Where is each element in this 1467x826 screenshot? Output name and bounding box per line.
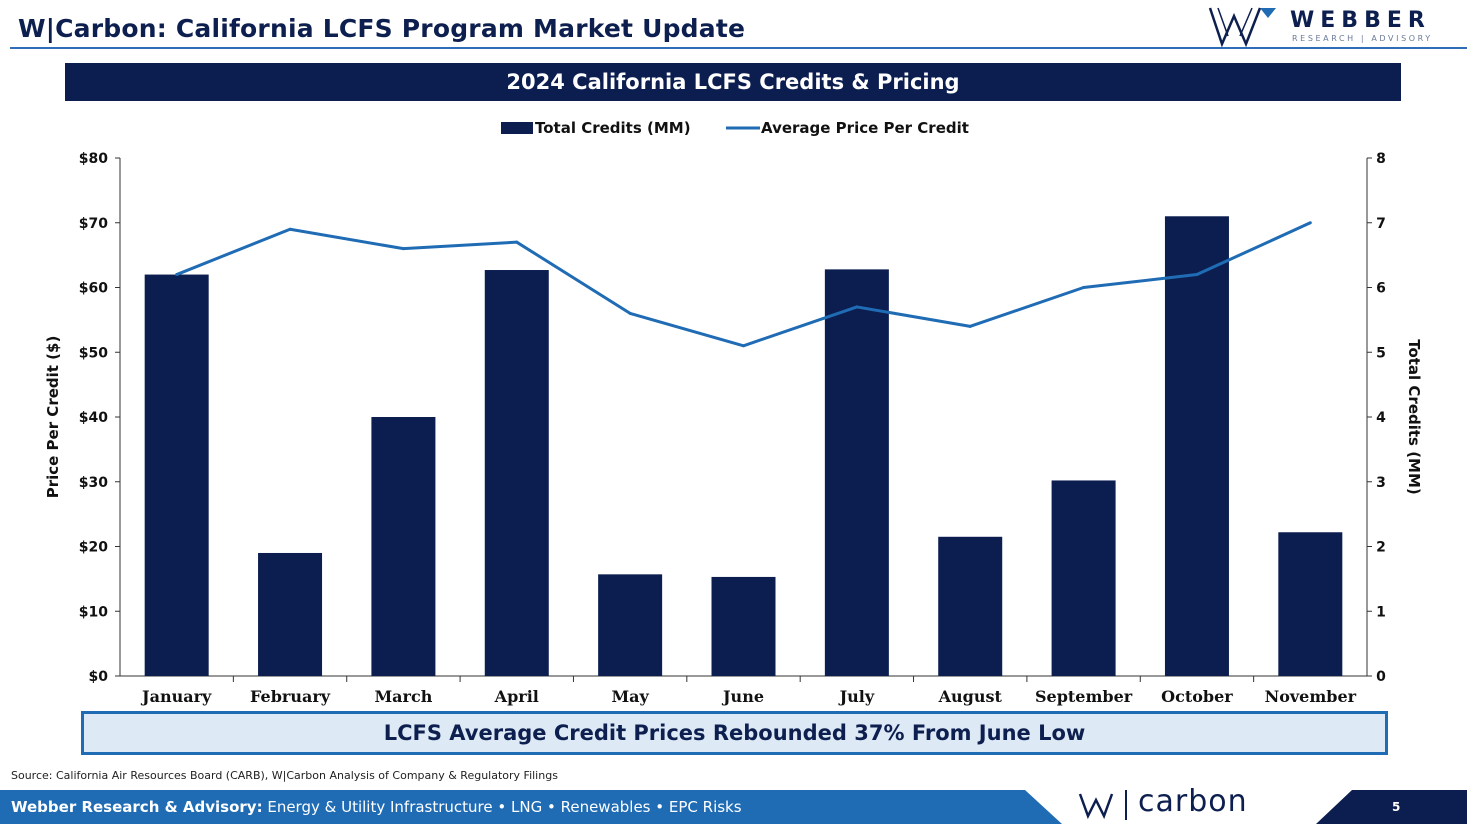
bar-total-credits (1278, 532, 1343, 676)
left-tick-label: $60 (79, 281, 108, 297)
logo-subtitle: RESEARCH | ADVISORY (1292, 34, 1433, 43)
x-tick-label: February (250, 687, 331, 706)
right-tick-label: 5 (1376, 345, 1386, 361)
price-point (855, 305, 859, 309)
right-tick-label: 0 (1376, 669, 1386, 685)
right-tick-label: 2 (1376, 540, 1386, 556)
right-tick-label: 4 (1376, 410, 1386, 426)
title-divider (10, 47, 1467, 49)
right-tick-label: 8 (1376, 151, 1386, 167)
right-axis-title: Total Credits (MM) (1405, 339, 1423, 495)
credits-pricing-chart: $0 $10 $20 $30 $40 $50 $60 $70 $80 0 1 2 3 4 5 6 7 8 Janua… (44, 119, 1423, 706)
price-point (1195, 273, 1199, 277)
left-tick-label: $80 (79, 151, 108, 167)
bar-total-credits (258, 552, 323, 676)
left-tick-label: $70 (79, 216, 108, 232)
bar-total-credits (938, 536, 1003, 676)
source-note: Source: California Air Resources Board (… (11, 769, 558, 782)
x-tick-label: November (1265, 687, 1357, 706)
callout-box: LCFS Average Credit Prices Rebounded 37%… (81, 711, 1388, 755)
bar-total-credits (484, 270, 549, 676)
right-tick-label: 1 (1376, 604, 1386, 620)
chart-title-banner: 2024 California LCFS Credits & Pricing (65, 63, 1401, 101)
x-tick-label: June (721, 687, 764, 706)
right-tick-label: 3 (1376, 475, 1386, 491)
bar-total-credits (824, 269, 889, 676)
carbon-word: carbon (1138, 784, 1248, 819)
bar-total-credits (1051, 480, 1116, 676)
left-tick-label: $30 (79, 475, 108, 491)
bar-total-credits (371, 417, 436, 676)
legend-bar-swatch (501, 122, 533, 134)
price-point (628, 311, 632, 315)
footer-company: Webber Research & Advisory: (11, 798, 263, 816)
right-tick-label: 6 (1376, 281, 1386, 297)
x-tick-label: March (374, 687, 432, 706)
bar-total-credits (598, 574, 663, 676)
left-axis-title: Price Per Credit ($) (44, 336, 62, 499)
x-tick-label: May (611, 687, 649, 706)
legend-line-label: Average Price Per Credit (761, 119, 969, 137)
x-tick-label: April (494, 687, 539, 706)
left-tick-label: $10 (79, 604, 108, 620)
logo-word: WEBBER (1290, 8, 1431, 33)
footer-text: Webber Research & Advisory: Energy & Uti… (11, 798, 742, 816)
webber-logo: WEBBER RESEARCH | ADVISORY (1206, 2, 1456, 48)
bar-total-credits (144, 274, 209, 676)
price-line (176, 221, 1311, 348)
x-tick-label: July (838, 687, 875, 706)
x-tick-label: January (140, 687, 212, 706)
bar-total-credits (1164, 216, 1229, 676)
price-point (288, 227, 292, 231)
bar-total-credits (711, 576, 776, 676)
price-point (742, 344, 745, 348)
price-point (401, 247, 405, 251)
page-title: W|Carbon: California LCFS Program Market… (18, 14, 746, 43)
left-tick-label: $40 (79, 410, 108, 426)
left-tick-label: $50 (79, 345, 108, 361)
price-point (175, 273, 179, 277)
wcarbon-w-icon (1078, 790, 1127, 820)
x-tick-label: September (1035, 687, 1133, 706)
x-tick-label: October (1161, 687, 1233, 706)
legend-bar-label: Total Credits (MM) (535, 119, 691, 137)
price-point (968, 324, 972, 328)
footer-topics: Energy & Utility Infrastructure • LNG • … (262, 798, 742, 816)
price-point (515, 240, 519, 244)
x-tick-label: August (938, 687, 1003, 706)
page-number: 5 (1392, 800, 1401, 814)
left-tick-label: $20 (79, 540, 108, 556)
price-point (1308, 221, 1312, 225)
webber-w-logo-icon (1208, 7, 1276, 48)
left-tick-label: $0 (89, 669, 109, 685)
wcarbon-logo: carbon (1076, 784, 1296, 822)
price-point (1082, 286, 1086, 289)
right-tick-label: 7 (1376, 216, 1386, 232)
footer-bar (0, 790, 1467, 824)
